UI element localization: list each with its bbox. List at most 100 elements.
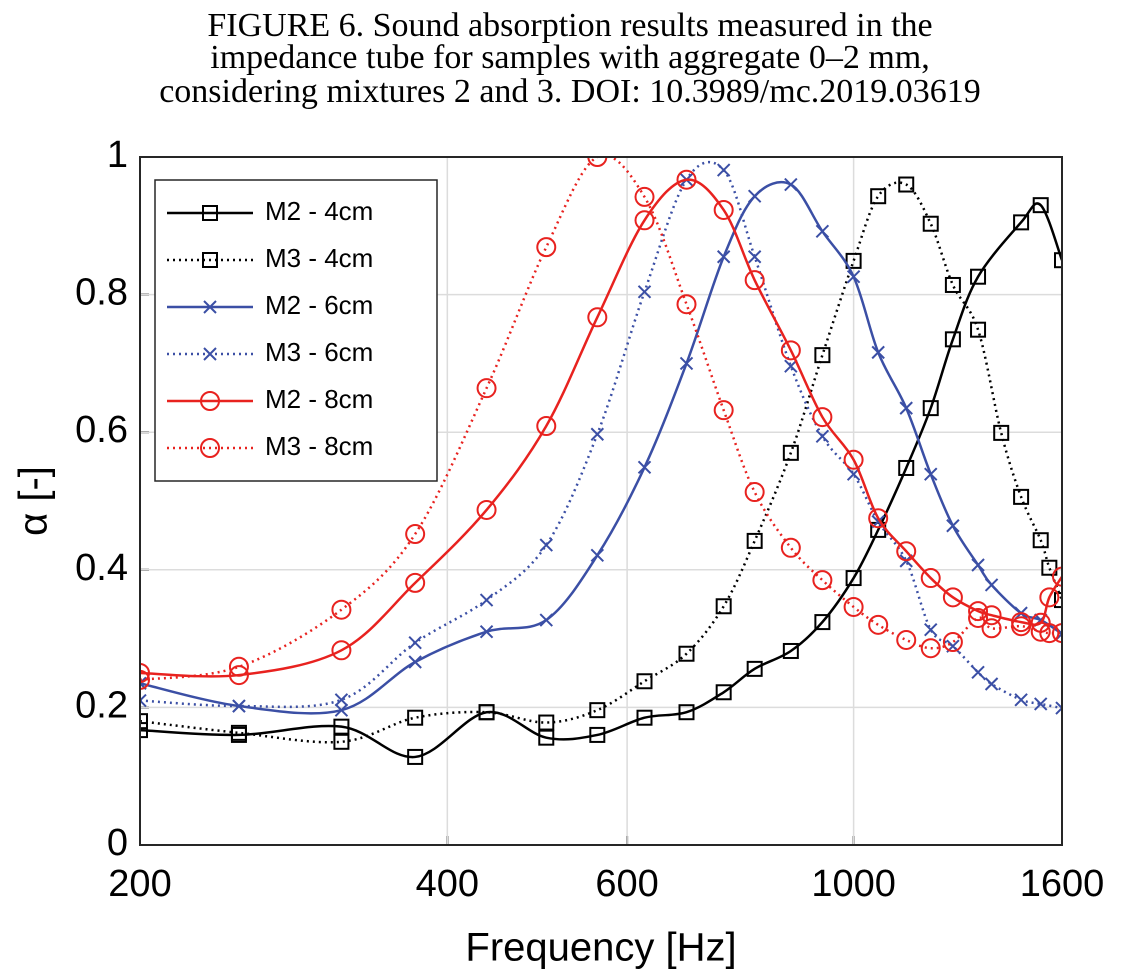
marker	[944, 331, 961, 348]
marker	[924, 467, 938, 481]
marker	[981, 618, 1002, 639]
marker	[479, 625, 494, 639]
marker	[634, 210, 655, 231]
marker	[334, 703, 349, 717]
marker	[678, 645, 695, 662]
marker	[589, 726, 606, 743]
marker	[405, 524, 426, 545]
marker	[1034, 697, 1048, 711]
marker	[539, 538, 553, 552]
y-tick-label: 0.2	[75, 684, 128, 726]
marker	[408, 655, 422, 669]
marker	[784, 177, 798, 192]
marker	[676, 169, 697, 190]
marker	[536, 237, 557, 258]
marker	[232, 699, 246, 713]
marker	[536, 416, 557, 437]
marker	[868, 508, 889, 529]
marker	[713, 400, 734, 421]
marker	[587, 307, 608, 328]
marker	[922, 400, 939, 417]
marker	[634, 186, 655, 207]
marker	[590, 548, 605, 563]
marker	[636, 709, 653, 726]
marker	[984, 578, 999, 592]
marker	[993, 424, 1010, 441]
marker	[1032, 532, 1049, 549]
marker	[539, 613, 553, 627]
y-tick-label: 0.8	[75, 272, 128, 314]
marker	[228, 656, 249, 677]
series-line	[140, 181, 1062, 744]
marker	[780, 537, 801, 558]
marker	[479, 593, 494, 607]
x-tick-label: 600	[595, 863, 658, 905]
marker	[715, 684, 732, 701]
legend-label: M3 - 8cm	[265, 431, 373, 461]
marker	[812, 407, 833, 428]
marker	[476, 499, 497, 520]
marker	[1052, 623, 1062, 644]
chart-title: FIGURE 6. Sound absorption results measu…	[207, 7, 932, 44]
marker	[1032, 197, 1049, 214]
marker	[814, 347, 831, 364]
marker	[870, 188, 887, 205]
x-axis-label: Frequency [Hz]	[465, 926, 736, 970]
y-tick-label: 0.6	[75, 409, 128, 451]
marker	[899, 401, 913, 415]
marker	[970, 268, 987, 285]
marker	[1055, 701, 1062, 715]
marker	[333, 718, 350, 735]
y-tick-label: 0.4	[75, 547, 128, 589]
legend: M2 - 4cm M3 - 4cm M2 - 6cm M3 - 6cm M2 - 8cm…	[154, 179, 438, 482]
marker	[843, 596, 864, 617]
marker	[812, 570, 833, 591]
marker	[971, 558, 985, 572]
marker	[716, 250, 731, 264]
marker	[747, 189, 762, 203]
marker	[946, 519, 960, 533]
marker	[405, 572, 426, 593]
marker	[1054, 592, 1062, 609]
plot-frame	[139, 156, 1063, 846]
marker	[408, 636, 422, 650]
marker	[944, 276, 961, 293]
marker	[203, 300, 217, 314]
legend-label: M3 - 6cm	[265, 337, 373, 367]
legend-box	[154, 179, 438, 482]
marker	[845, 570, 862, 587]
marker	[814, 614, 831, 631]
marker	[140, 713, 148, 730]
marker	[898, 459, 915, 476]
marker	[478, 704, 495, 721]
marker	[140, 722, 148, 739]
marker	[678, 704, 695, 721]
marker	[200, 391, 220, 411]
marker	[942, 587, 963, 608]
marker	[200, 438, 220, 458]
x-tick-label: 400	[416, 863, 479, 905]
marker	[202, 205, 218, 221]
marker	[971, 665, 985, 680]
marker	[1014, 693, 1028, 707]
legend-label: M2 - 8cm	[265, 384, 373, 414]
x-tick-label: 1600	[1020, 863, 1105, 905]
marker	[920, 638, 941, 659]
marker	[476, 378, 497, 399]
marker	[331, 599, 352, 620]
marker	[1052, 566, 1062, 587]
marker	[1039, 623, 1060, 644]
marker	[784, 359, 798, 373]
marker	[587, 157, 608, 167]
marker	[968, 607, 989, 628]
marker	[846, 270, 861, 284]
legend-label: M2 - 6cm	[265, 290, 373, 320]
chart-title: impedance tube for samples with aggregat…	[210, 39, 929, 76]
marker	[815, 224, 830, 239]
x-tick-label: 200	[108, 863, 171, 905]
marker	[782, 642, 799, 659]
marker	[230, 724, 247, 741]
marker	[331, 640, 352, 661]
marker	[843, 449, 864, 470]
